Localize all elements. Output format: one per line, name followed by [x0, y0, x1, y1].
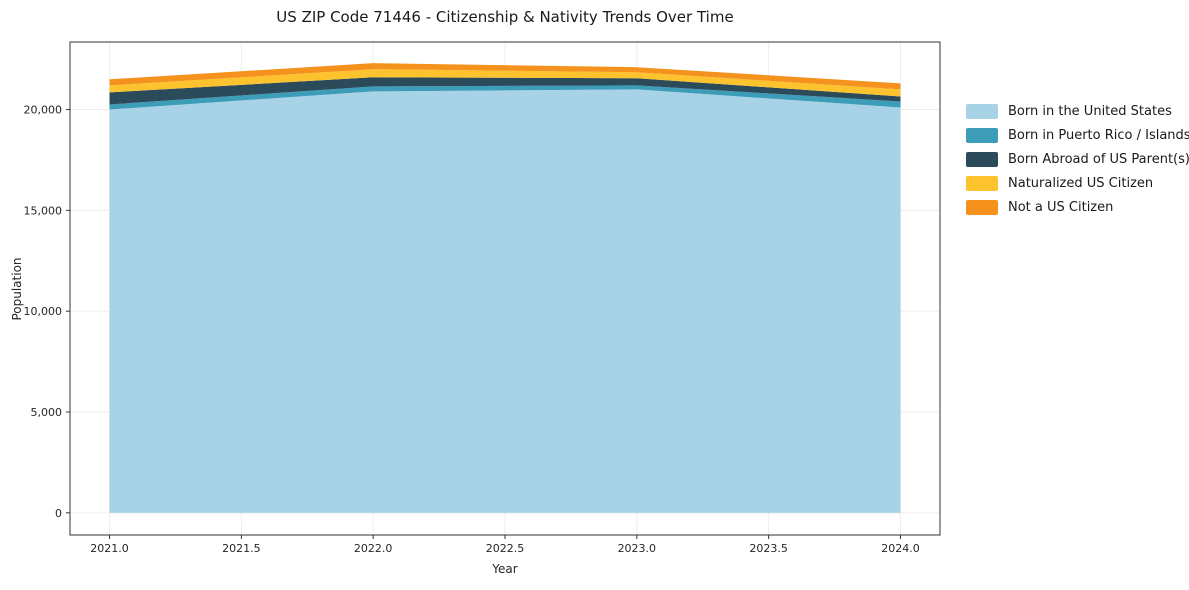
x-tick-label: 2022.0	[354, 542, 393, 555]
y-tick-label: 5,000	[31, 406, 63, 419]
legend-label: Born in Puerto Rico / Islands	[1008, 128, 1189, 143]
y-tick-label: 15,000	[24, 204, 63, 217]
legend-label: Not a US Citizen	[1008, 200, 1114, 215]
legend-swatch	[966, 200, 998, 215]
legend-item: Born in the United States	[966, 104, 1189, 119]
legend-label: Naturalized US Citizen	[1008, 176, 1154, 191]
x-tick-label: 2021.5	[222, 542, 261, 555]
y-axis-label: Population	[10, 257, 24, 321]
legend-swatch	[966, 128, 998, 143]
legend-swatch	[966, 104, 998, 119]
legend: Born in the United States Born in Puerto …	[960, 100, 1189, 219]
legend-item: Naturalized US Citizen	[966, 176, 1189, 191]
legend-item: Born in Puerto Rico / Islands	[966, 128, 1189, 143]
y-tick-label: 10,000	[24, 305, 63, 318]
y-tick-label: 0	[55, 507, 62, 520]
area-series	[109, 77, 901, 105]
area-series	[109, 63, 901, 90]
legend-item: Born Abroad of US Parent(s)	[966, 152, 1189, 167]
area-series	[109, 69, 901, 97]
legend-item: Not a US Citizen	[966, 200, 1189, 215]
x-tick-label: 2022.5	[486, 542, 525, 555]
x-tick-label: 2023.0	[618, 542, 657, 555]
y-tick-label: 20,000	[24, 104, 63, 117]
x-tick-label: 2023.5	[749, 542, 788, 555]
area-series	[109, 85, 901, 110]
legend-label: Born Abroad of US Parent(s)	[1008, 152, 1189, 167]
chart-title: US ZIP Code 71446 - Citizenship & Nativi…	[276, 8, 734, 26]
x-tick-label: 2024.0	[881, 542, 920, 555]
area-series	[109, 89, 901, 513]
legend-label: Born in the United States	[1008, 104, 1172, 119]
legend-swatch	[966, 176, 998, 191]
x-tick-label: 2021.0	[90, 542, 129, 555]
legend-swatch	[966, 152, 998, 167]
x-axis-label: Year	[492, 562, 518, 576]
